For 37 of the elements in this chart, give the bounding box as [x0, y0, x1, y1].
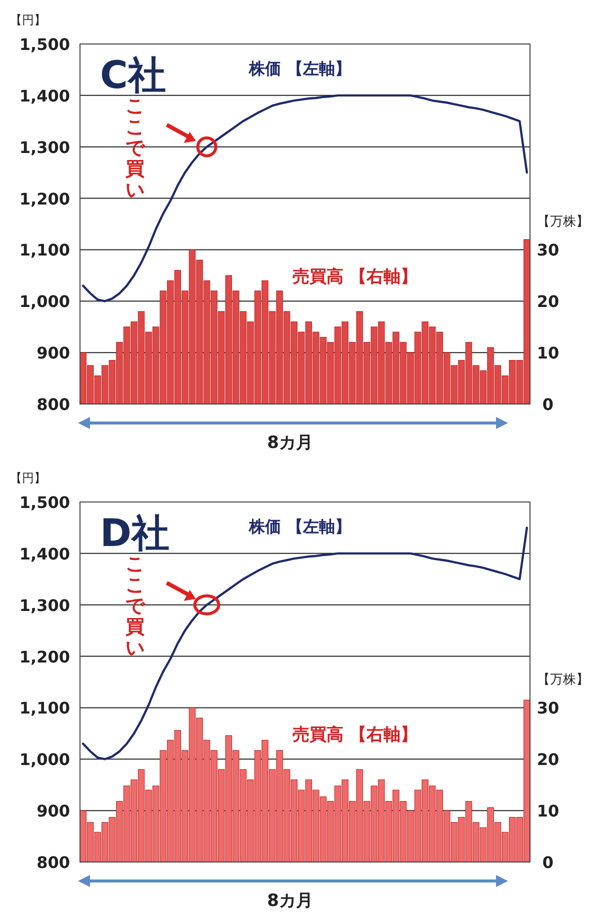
line-series	[82, 94, 528, 302]
y2-tick-label: 0	[542, 853, 554, 872]
y2-tick-label: 0	[542, 395, 554, 414]
y-tick-label: 800	[36, 395, 70, 414]
text: 8カ月	[267, 433, 313, 453]
y2-tick-label: 30	[536, 240, 560, 260]
y-tick-label: 1,000	[19, 292, 70, 312]
y-tick-label: 900	[36, 802, 70, 821]
y2-tick-label: 20	[536, 292, 560, 312]
y2-tick-label: 10	[536, 802, 560, 821]
chart-title: D社	[100, 511, 170, 555]
y-tick-label: 1,100	[19, 698, 70, 718]
y-tick-label: 1,000	[19, 750, 70, 770]
y2-axis-title: 【万株】	[537, 672, 589, 688]
chart-title: C社	[100, 53, 166, 97]
y-tick-label: 1,200	[19, 647, 70, 666]
y-tick-label: 1,100	[19, 240, 70, 260]
series-label: 売買高 【右軸】	[292, 267, 418, 287]
y-tick-label: 800	[36, 853, 70, 872]
y-tick-label: 1,500	[19, 35, 70, 54]
text: 8カ月	[267, 891, 313, 911]
series-label: 株価 【左軸】	[248, 59, 351, 78]
series-label: 株価 【左軸】	[248, 517, 351, 536]
y2-axis-title: 【万株】	[537, 214, 589, 230]
y-tick-label: 1,200	[19, 189, 70, 208]
series-label: 売買高 【右軸】	[292, 725, 418, 745]
y-tick-label: 1,400	[19, 544, 70, 564]
y-tick-label: 1,400	[19, 86, 70, 106]
y-tick-label: 1,500	[19, 493, 70, 512]
y-tick-label: 1,300	[19, 596, 70, 615]
y-tick-label: 1,300	[19, 138, 70, 157]
y2-tick-label: 10	[536, 344, 560, 363]
y-axis-title: 【円】	[10, 13, 46, 27]
y2-tick-label: 20	[536, 750, 560, 770]
y2-tick-label: 30	[536, 698, 560, 718]
y-axis-title: 【円】	[10, 471, 46, 485]
y-tick-label: 900	[36, 344, 70, 363]
